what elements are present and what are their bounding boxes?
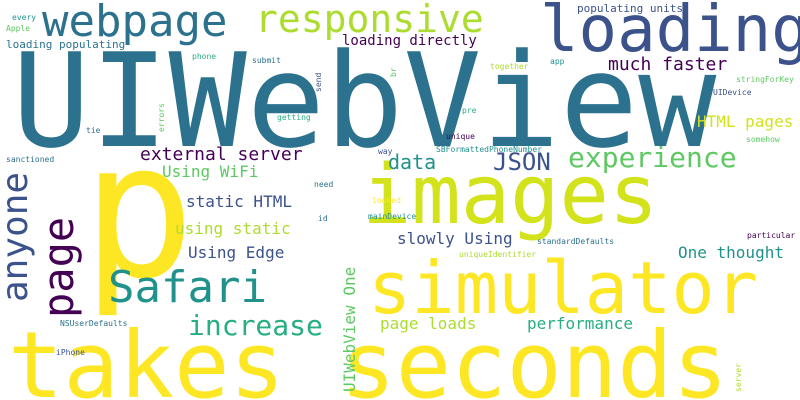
word-uiwebview: UIWebView — [12, 25, 717, 177]
word-responsive: responsive — [255, 0, 484, 41]
word-images: images — [362, 148, 659, 243]
word-anyone: anyone — [0, 171, 36, 302]
word-iphone: iPhone — [56, 348, 85, 357]
word-one-thought: One thought — [678, 243, 784, 262]
word-performance: performance — [527, 314, 633, 333]
word-page: page — [34, 216, 83, 318]
word-stringforkey: stringForKey — [736, 75, 794, 84]
word-together: together — [490, 62, 529, 71]
word-particular: particular — [747, 231, 796, 240]
word-need: need — [314, 180, 334, 189]
word-page-loads: page loads — [380, 314, 477, 333]
word-increase: increase — [188, 309, 323, 342]
word-server: server — [734, 363, 743, 392]
word-br: br — [389, 67, 398, 77]
word-submit: submit — [252, 56, 281, 65]
word-p: p — [82, 102, 196, 321]
word-every: every — [12, 13, 37, 22]
word-using-wifi: Using WiFi — [162, 162, 259, 181]
word-slowly-using: slowly Using — [397, 229, 513, 248]
word-external-server: external server — [140, 144, 303, 165]
word-loading-directly: loading directly — [342, 33, 477, 49]
word-loading: loading — [540, 0, 800, 67]
word-apple: Apple — [6, 24, 31, 33]
word-uiwebview-one: UIWebView One — [340, 266, 359, 392]
word-nsuserdefaults: NSUserDefaults — [60, 319, 128, 328]
word-looked: looked — [372, 196, 401, 205]
word-using-static: using static — [175, 219, 291, 238]
word-webpage: webpage — [42, 0, 228, 47]
word-data: data — [388, 150, 437, 174]
word-errors: errors — [157, 103, 166, 132]
word-sanctioned: sanctioned — [6, 155, 55, 164]
word-standarddefaults: standardDefaults — [537, 237, 615, 246]
word-somehow: somehow — [746, 135, 780, 144]
word-uidevice: UIDevice — [713, 88, 752, 97]
word-json: JSON — [493, 148, 551, 176]
word-simulator: simulator — [368, 246, 759, 330]
word-sbformattedphonenumber: SBFormattedPhoneNumber — [436, 145, 542, 154]
word-populating-units: populating units — [577, 2, 683, 15]
word-static-html: static HTML — [186, 192, 292, 211]
word-phone: phone — [192, 52, 217, 61]
word-app: app — [550, 57, 565, 66]
word-experience: experience — [568, 141, 737, 174]
word-using-edge: Using Edge — [188, 243, 285, 262]
word-tie: tie — [86, 126, 101, 135]
word-much-faster: much faster — [608, 54, 728, 75]
word-html-pages: HTML pages — [697, 112, 794, 131]
word-unique: unique — [446, 132, 475, 141]
word-way: way — [378, 147, 393, 156]
word-pre: pre — [462, 106, 477, 115]
word-safari: Safari — [108, 262, 267, 313]
word-getting: getting — [277, 113, 311, 122]
word-takes-seconds: takes seconds — [8, 312, 729, 400]
word-loading-populating: loading populating — [6, 38, 126, 51]
word-maindevice: mainDevice — [368, 212, 417, 221]
word-send: send — [314, 72, 323, 92]
word-id: id — [318, 214, 328, 223]
word-uniqueidentifier: uniqueIdentifier — [459, 250, 537, 259]
